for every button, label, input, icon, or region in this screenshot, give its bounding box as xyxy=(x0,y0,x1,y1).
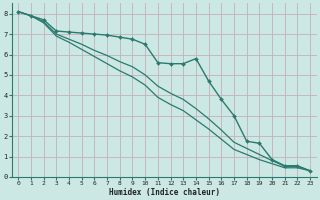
X-axis label: Humidex (Indice chaleur): Humidex (Indice chaleur) xyxy=(109,188,220,197)
